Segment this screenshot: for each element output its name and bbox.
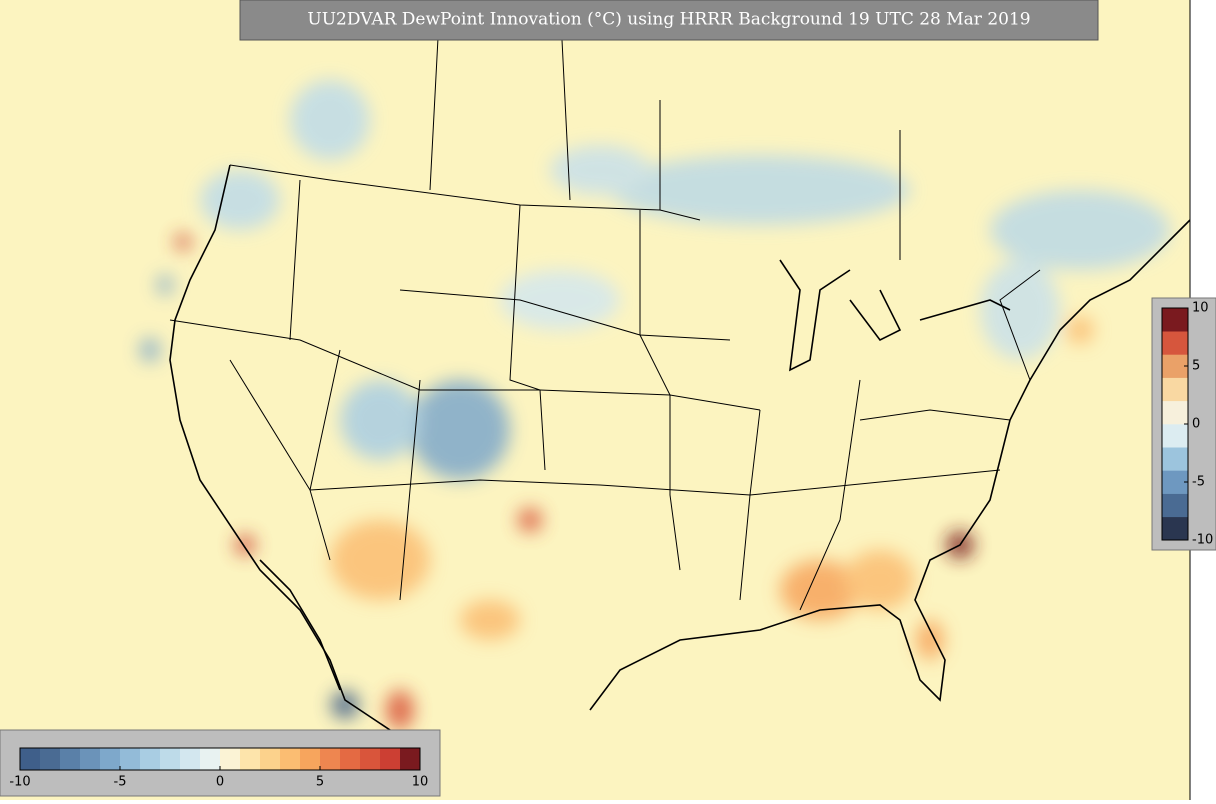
colorbar-segment — [120, 748, 141, 770]
colorbar-segment — [260, 748, 281, 770]
innovation-field — [140, 80, 1170, 730]
colorbar-segment — [60, 748, 81, 770]
colorbar-segment — [320, 748, 341, 770]
map-background — [0, 0, 1190, 800]
colorbar-tick-label: -10 — [1192, 533, 1213, 548]
colorbar-segment — [240, 748, 261, 770]
colorbar-segment — [80, 748, 101, 770]
colorbar-tick-label: 5 — [316, 775, 324, 790]
colorbar-tick-label: -10 — [9, 775, 30, 790]
colorbar-segment — [1162, 331, 1188, 355]
colorbar-segment — [280, 748, 301, 770]
colorbar-segment — [180, 748, 201, 770]
map-title: UU2DVAR DewPoint Innovation (°C) using H… — [307, 10, 1030, 30]
colorbar-segment — [1162, 377, 1188, 402]
colorbar-segment — [1162, 424, 1188, 448]
colorbar-tick-label: -5 — [114, 775, 127, 790]
colorbar-segment — [340, 748, 361, 770]
colorbar-segment — [1162, 400, 1188, 425]
colorbars: -10 -5 0 5 10 -10 -5 0 5 10 — [9, 301, 1213, 790]
colorbar-tick-label: -5 — [1192, 475, 1205, 490]
colorbar-segment — [300, 748, 321, 770]
colorbar-tick-label: 10 — [412, 775, 429, 790]
colorbar-segment — [1162, 447, 1188, 471]
title-box — [239, 0, 1099, 41]
colorbar-segment — [1162, 354, 1188, 378]
colorbar-segment — [360, 748, 381, 770]
colorbar-segment — [1162, 470, 1188, 494]
colorbar-segment — [1162, 516, 1188, 541]
colorbar-segment — [200, 748, 221, 770]
colorbar-segment — [400, 748, 421, 770]
colorbar-tick-label: 10 — [1192, 301, 1209, 316]
colorbar-segment — [160, 748, 181, 770]
colorbar-tick-label: 0 — [1192, 417, 1200, 432]
colorbar-segment — [40, 748, 61, 770]
colorbar-segment — [140, 748, 161, 770]
colorbar-tick-label: 0 — [216, 775, 224, 790]
colorbar-segment — [220, 748, 241, 770]
colorbar-segment — [1162, 493, 1188, 518]
borders — [169, 0, 1191, 761]
colorbar-segment — [1162, 308, 1188, 332]
colorbar-segment — [380, 748, 401, 770]
colorbar-segment — [100, 748, 121, 770]
colorbar-tick-label: 5 — [1192, 359, 1200, 374]
colorbar-segment — [20, 748, 41, 770]
